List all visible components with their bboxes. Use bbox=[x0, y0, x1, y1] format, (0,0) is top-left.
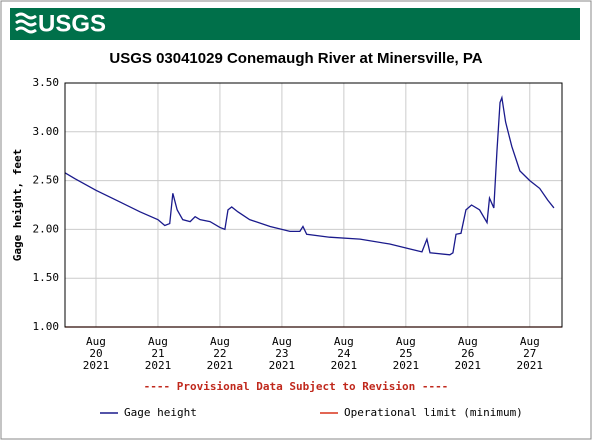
chart-title: USGS 03041029 Conemaugh River at Minersv… bbox=[109, 50, 482, 67]
x-tick-label: Aug 26 2021 bbox=[454, 335, 482, 372]
x-tick-label: Aug 27 2021 bbox=[516, 335, 544, 372]
y-tick-label: 1.50 bbox=[33, 271, 60, 284]
y-axis-label: Gage height, feet bbox=[11, 149, 24, 262]
y-tick-label: 2.50 bbox=[33, 174, 60, 187]
plot-area bbox=[64, 82, 563, 328]
plot-border bbox=[64, 82, 563, 328]
legend-label: Operational limit (minimum) bbox=[344, 406, 523, 419]
y-tick-label: 3.50 bbox=[33, 76, 60, 89]
x-tick-label: Aug 20 2021 bbox=[82, 335, 110, 372]
logo-waves bbox=[15, 12, 37, 34]
x-tick-label: Aug 24 2021 bbox=[330, 335, 358, 372]
x-tick-label: Aug 22 2021 bbox=[206, 335, 234, 372]
header-bar bbox=[10, 8, 580, 40]
y-tick-label: 1.00 bbox=[33, 320, 60, 333]
x-tick-label: Aug 21 2021 bbox=[144, 335, 172, 372]
legend-label: Gage height bbox=[124, 406, 197, 419]
y-tick-label: 3.00 bbox=[33, 125, 60, 138]
x-tick-label: Aug 25 2021 bbox=[392, 335, 420, 372]
x-tick-label: Aug 23 2021 bbox=[268, 335, 296, 372]
y-tick-label: 2.00 bbox=[33, 222, 60, 235]
annotation: ---- Provisional Data Subject to Revisio… bbox=[144, 380, 449, 393]
logo-text: USGS bbox=[38, 10, 106, 37]
series-line bbox=[64, 95, 555, 256]
